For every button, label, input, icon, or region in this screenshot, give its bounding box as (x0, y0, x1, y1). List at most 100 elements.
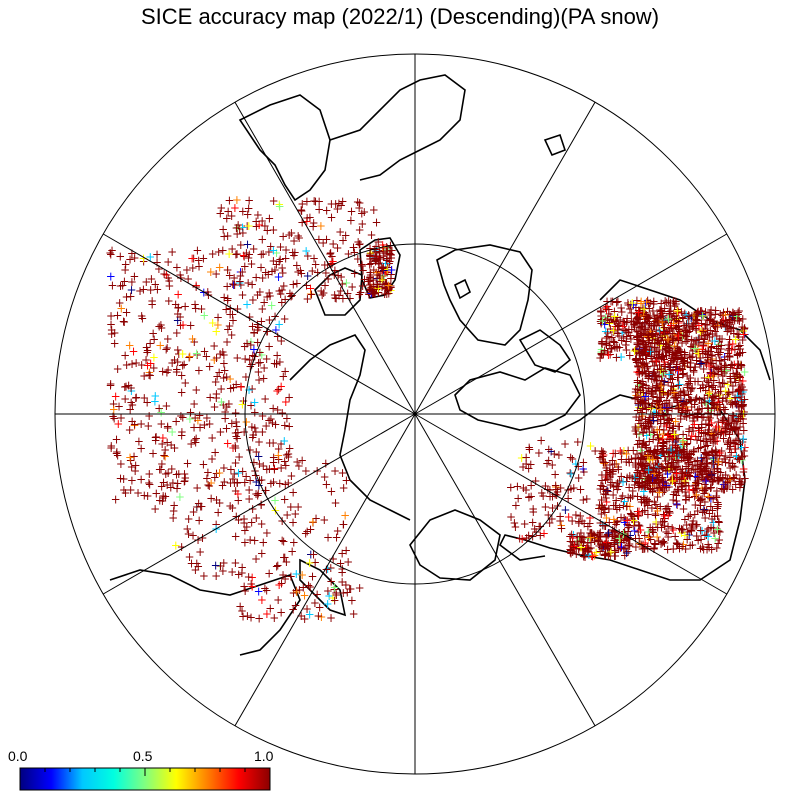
accuracy-marker: + (346, 213, 356, 227)
accuracy-marker: + (105, 378, 115, 392)
accuracy-marker: + (258, 271, 268, 285)
accuracy-marker: + (206, 265, 216, 279)
accuracy-marker: + (248, 502, 258, 516)
accuracy-marker: + (196, 302, 206, 316)
accuracy-marker: + (341, 229, 351, 243)
accuracy-marker: + (126, 396, 136, 410)
accuracy-marker: + (303, 269, 313, 283)
accuracy-marker: + (357, 258, 367, 272)
accuracy-marker: + (169, 499, 179, 513)
accuracy-marker: + (326, 197, 336, 211)
accuracy-marker: + (115, 279, 125, 293)
accuracy-marker: + (205, 360, 215, 374)
accuracy-marker: + (320, 278, 330, 292)
accuracy-marker: + (127, 415, 137, 429)
accuracy-marker: + (230, 439, 240, 453)
accuracy-marker: + (115, 296, 125, 310)
accuracy-marker: + (326, 611, 336, 625)
accuracy-marker: + (209, 400, 219, 414)
accuracy-marker: + (241, 415, 251, 429)
accuracy-marker: + (206, 476, 216, 490)
accuracy-marker: + (163, 421, 173, 435)
accuracy-marker: + (233, 513, 243, 527)
accuracy-marker: + (228, 441, 238, 455)
accuracy-marker: + (375, 250, 385, 264)
accuracy-marker: + (242, 238, 252, 252)
accuracy-marker: + (130, 251, 140, 265)
accuracy-marker: + (173, 477, 183, 491)
accuracy-marker: + (155, 339, 165, 353)
accuracy-marker: + (371, 265, 381, 279)
accuracy-marker: + (258, 247, 268, 261)
accuracy-marker: + (156, 463, 166, 477)
accuracy-marker: + (346, 205, 356, 219)
accuracy-marker: + (358, 279, 368, 293)
accuracy-marker: + (236, 238, 246, 252)
accuracy-marker: + (152, 247, 162, 261)
accuracy-marker: + (244, 193, 254, 207)
accuracy-marker: + (169, 353, 179, 367)
accuracy-marker: + (322, 204, 332, 218)
accuracy-marker: + (126, 289, 136, 303)
accuracy-marker: + (716, 339, 726, 353)
accuracy-marker: + (157, 437, 167, 451)
accuracy-marker: + (121, 258, 131, 272)
accuracy-marker: + (251, 487, 261, 501)
accuracy-marker: + (275, 200, 285, 214)
accuracy-marker: + (263, 267, 273, 281)
accuracy-marker: + (205, 391, 215, 405)
accuracy-marker: + (239, 425, 249, 439)
accuracy-marker: + (113, 362, 123, 376)
accuracy-marker: + (375, 274, 385, 288)
accuracy-marker: + (107, 323, 117, 337)
accuracy-marker: + (142, 359, 152, 373)
accuracy-marker: + (161, 467, 171, 481)
accuracy-marker: + (338, 234, 348, 248)
accuracy-marker: + (333, 268, 343, 282)
accuracy-marker: + (189, 421, 199, 435)
accuracy-marker: + (306, 287, 316, 301)
accuracy-marker: + (384, 256, 394, 270)
accuracy-marker: + (240, 536, 250, 550)
colorbar-label-min: 0.0 (8, 748, 27, 764)
accuracy-marker: + (178, 347, 188, 361)
accuracy-marker: + (121, 306, 131, 320)
accuracy-marker: + (365, 274, 375, 288)
accuracy-marker: + (357, 217, 367, 231)
accuracy-marker: + (696, 357, 706, 371)
accuracy-marker: + (173, 314, 183, 328)
accuracy-marker: + (296, 266, 306, 280)
accuracy-marker: + (316, 284, 326, 298)
accuracy-marker: + (220, 405, 230, 419)
accuracy-marker: + (269, 611, 279, 625)
accuracy-marker: + (173, 300, 183, 314)
accuracy-marker: + (237, 265, 247, 279)
accuracy-marker: + (173, 301, 183, 315)
accuracy-marker: + (173, 307, 183, 321)
accuracy-marker: + (220, 412, 230, 426)
accuracy-marker: + (261, 484, 271, 498)
accuracy-marker: + (241, 246, 251, 260)
accuracy-marker: + (713, 455, 723, 469)
accuracy-marker: + (264, 286, 274, 300)
accuracy-marker: + (145, 477, 155, 491)
accuracy-marker: + (373, 235, 383, 249)
coastline-novaya-zemlya (359, 237, 401, 299)
accuracy-marker: + (237, 397, 247, 411)
accuracy-marker: + (681, 448, 691, 462)
accuracy-marker: + (231, 430, 241, 444)
accuracy-marker: + (129, 270, 139, 284)
accuracy-marker: + (214, 366, 224, 380)
accuracy-marker: + (251, 469, 261, 483)
accuracy-marker: + (224, 193, 234, 207)
accuracy-marker: + (340, 509, 350, 523)
accuracy-marker: + (237, 221, 247, 235)
accuracy-marker: + (233, 218, 243, 232)
accuracy-marker: + (144, 409, 154, 423)
accuracy-marker: + (624, 455, 634, 469)
accuracy-marker: + (245, 443, 255, 457)
accuracy-marker: + (187, 332, 197, 346)
accuracy-marker: + (279, 434, 289, 448)
accuracy-marker: + (371, 240, 381, 254)
accuracy-marker: + (368, 286, 378, 300)
